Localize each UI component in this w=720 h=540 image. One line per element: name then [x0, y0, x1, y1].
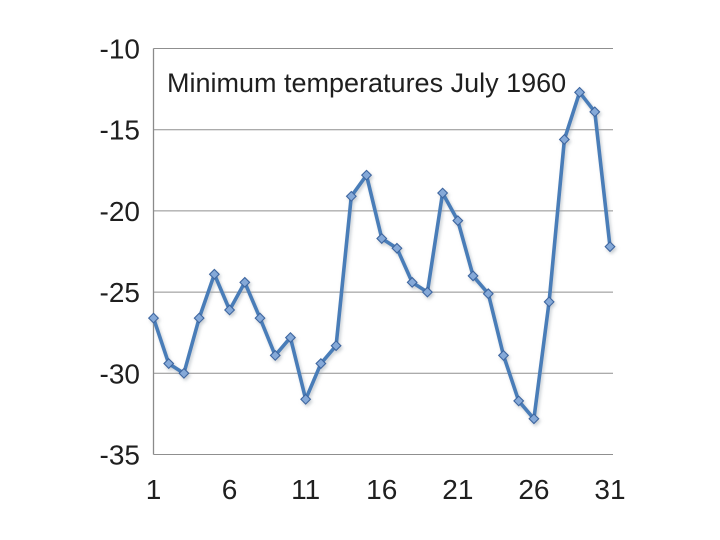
- y-tick-label: -30: [100, 358, 140, 389]
- data-point-marker: [467, 270, 479, 282]
- data-point-marker: [284, 331, 297, 344]
- data-point-marker: [269, 349, 281, 362]
- x-tick-label: 21: [442, 474, 473, 505]
- data-point-marker: [391, 242, 403, 254]
- data-point-marker: [528, 413, 540, 425]
- data-point-marker: [163, 357, 175, 370]
- data-point-marker: [437, 187, 449, 199]
- data-point-marker: [147, 312, 160, 324]
- x-tick-label: 11: [291, 474, 320, 505]
- y-tick-label: -15: [100, 115, 140, 146]
- y-tick-label: -20: [100, 196, 140, 227]
- data-point-marker: [254, 312, 266, 324]
- temperature-series: [147, 86, 616, 425]
- data-point-marker: [482, 288, 494, 300]
- chart-title: Minimum temperatures July 1960: [167, 68, 567, 98]
- data-point-marker: [376, 232, 388, 245]
- data-point-marker: [360, 169, 373, 181]
- y-tick-label: -35: [100, 440, 140, 471]
- data-point-marker: [604, 241, 616, 253]
- x-tick-label: 26: [518, 474, 549, 505]
- data-point-marker: [330, 340, 342, 352]
- data-point-marker: [300, 393, 312, 405]
- x-tick-label: 1: [146, 474, 162, 505]
- y-tick-label: -10: [100, 34, 140, 65]
- data-point-marker: [558, 133, 570, 146]
- x-tick-label: 16: [366, 474, 397, 505]
- data-point-marker: [315, 357, 327, 370]
- data-point-marker: [224, 304, 236, 316]
- data-point-marker: [345, 190, 357, 202]
- data-point-marker: [543, 296, 555, 308]
- data-point-marker: [193, 312, 205, 324]
- data-point-marker: [589, 106, 601, 118]
- data-point-marker: [178, 367, 190, 379]
- y-tick-label: -25: [100, 277, 140, 308]
- x-tick-label: 6: [222, 474, 238, 505]
- data-point-marker: [406, 276, 418, 288]
- data-point-marker: [513, 395, 525, 407]
- x-tick-label: 31: [594, 474, 625, 505]
- data-point-marker: [208, 268, 220, 280]
- data-point-marker: [452, 215, 464, 227]
- data-point-marker: [239, 276, 251, 288]
- data-point-marker: [573, 86, 586, 98]
- data-point-marker: [497, 349, 510, 362]
- data-point-marker: [421, 286, 433, 298]
- series-line: [151, 90, 612, 421]
